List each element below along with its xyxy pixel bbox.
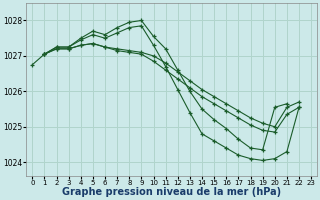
X-axis label: Graphe pression niveau de la mer (hPa): Graphe pression niveau de la mer (hPa) — [62, 187, 281, 197]
